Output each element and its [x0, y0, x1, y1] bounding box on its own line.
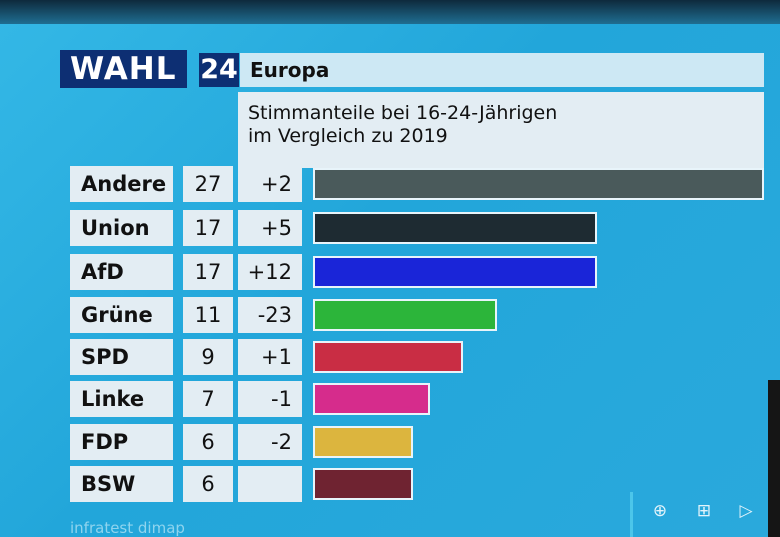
party-label: BSW	[70, 466, 173, 502]
party-label: SPD	[70, 339, 173, 375]
bar-andere	[313, 168, 764, 200]
bar-fdp	[313, 426, 413, 458]
logo-wahl: WAHL	[60, 50, 187, 88]
region-title: Europa	[240, 53, 764, 87]
bar-spd	[313, 341, 463, 373]
change-value: -1	[238, 381, 302, 417]
source-label: infratest dimap	[70, 519, 185, 537]
change-value: +12	[238, 254, 302, 290]
change-value: -2	[238, 424, 302, 460]
change-value	[238, 466, 302, 502]
bar-union	[313, 212, 597, 244]
bar-row: Union 17 +5	[0, 210, 780, 246]
share-value: 7	[183, 381, 233, 417]
bar-row: AfD 17 +12	[0, 254, 780, 290]
share-value: 9	[183, 339, 233, 375]
change-value: +1	[238, 339, 302, 375]
party-label: FDP	[70, 424, 173, 460]
share-value: 17	[183, 210, 233, 246]
bar-linke	[313, 383, 430, 415]
share-value: 6	[183, 424, 233, 460]
change-value: +5	[238, 210, 302, 246]
share-value: 11	[183, 297, 233, 333]
change-value: -23	[238, 297, 302, 333]
bar-grüne	[313, 299, 497, 331]
controls-divider	[630, 492, 633, 537]
bar-row: Grüne 11 -23	[0, 297, 780, 333]
bar-afd	[313, 256, 597, 288]
bar-row: BSW 6	[0, 466, 780, 502]
party-label: Linke	[70, 381, 173, 417]
plus-square-icon[interactable]: ⊞	[696, 501, 712, 521]
bar-row: FDP 6 -2	[0, 424, 780, 460]
logo-number: 24	[199, 53, 239, 87]
bar-row: SPD 9 +1	[0, 339, 780, 375]
play-icon[interactable]: ▷	[739, 501, 753, 521]
bar-bsw	[313, 468, 413, 500]
change-value: +2	[238, 166, 302, 202]
subtitle-line-1: Stimmanteile bei 16-24-Jährigen	[248, 102, 558, 124]
share-value: 17	[183, 254, 233, 290]
bar-row: Linke 7 -1	[0, 381, 780, 417]
plus-circle-icon[interactable]: ⊕	[652, 501, 668, 521]
chart-subtitle: Stimmanteile bei 16-24-Jährigen im Vergl…	[238, 92, 764, 168]
party-label: Andere	[70, 166, 173, 202]
share-value: 27	[183, 166, 233, 202]
top-band	[0, 0, 780, 24]
bar-row: Andere 27 +2	[0, 166, 780, 202]
party-label: AfD	[70, 254, 173, 290]
party-label: Grüne	[70, 297, 173, 333]
subtitle-line-2: im Vergleich zu 2019	[248, 125, 448, 147]
share-value: 6	[183, 466, 233, 502]
party-label: Union	[70, 210, 173, 246]
presenter-edge	[768, 380, 780, 537]
